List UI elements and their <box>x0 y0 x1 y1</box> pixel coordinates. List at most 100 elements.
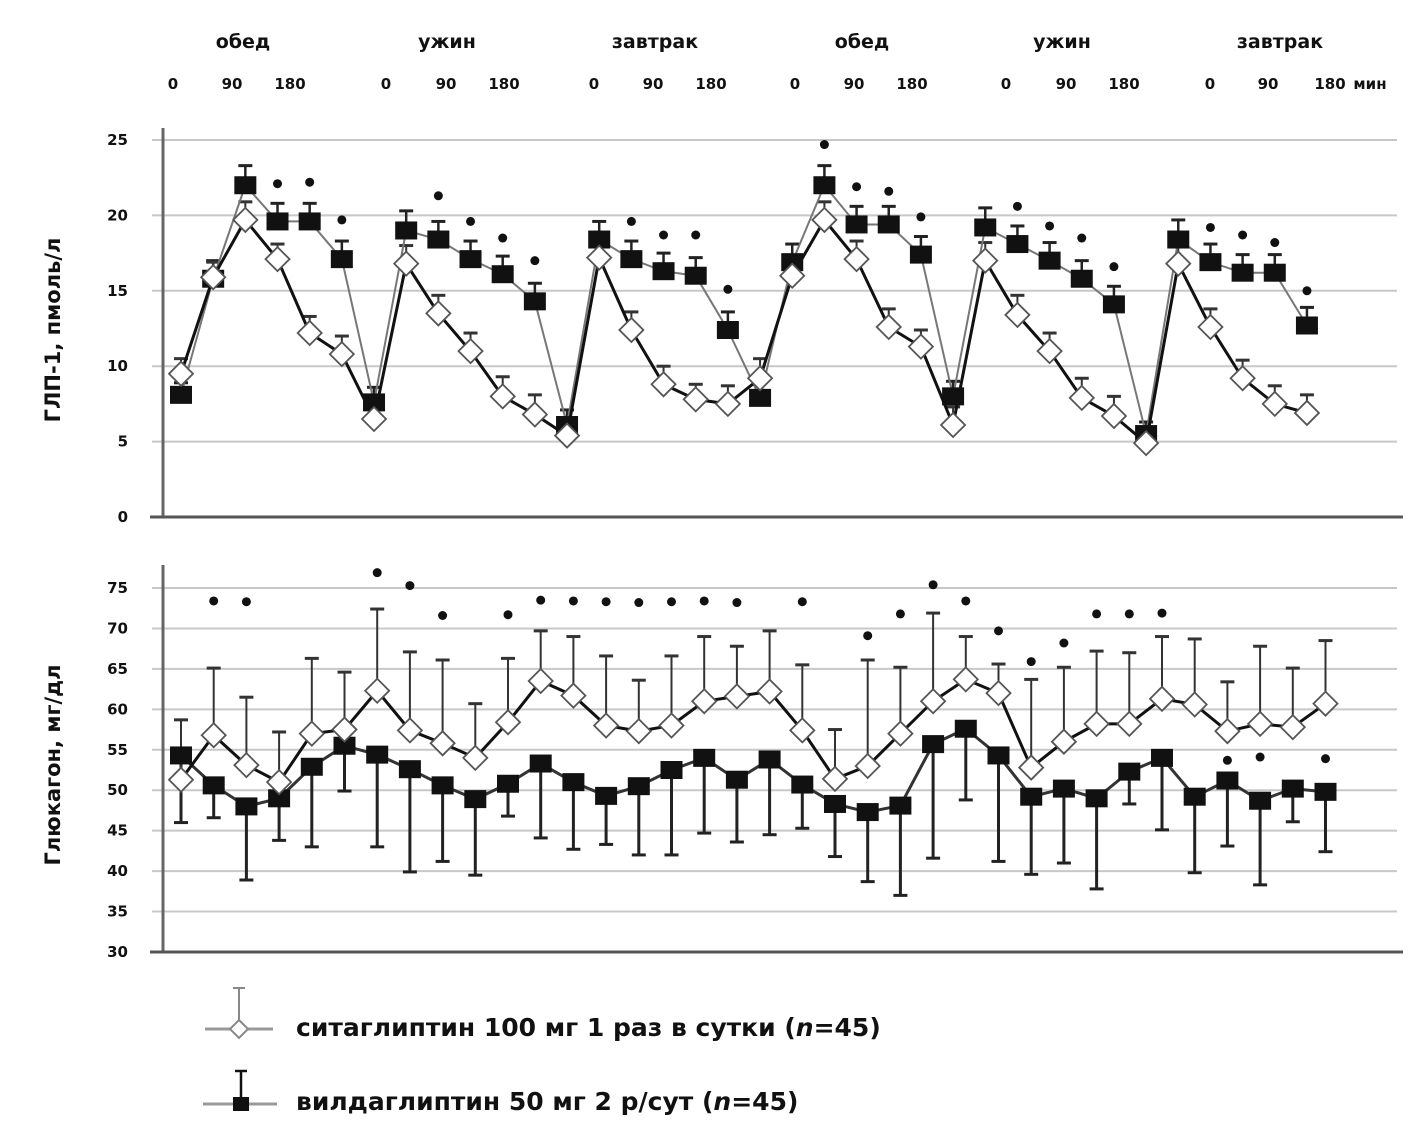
significance-marker <box>498 233 508 243</box>
significance-marker <box>895 609 905 619</box>
sitagliptin-point <box>200 721 227 749</box>
significance-marker <box>503 610 513 620</box>
legend-vildagliptin-n-value: =45) <box>731 1087 799 1116</box>
vildagliptin-series-line <box>180 183 1308 435</box>
vildagliptin-point <box>1281 779 1304 798</box>
vildagliptin-point <box>562 773 585 792</box>
vildagliptin-point <box>363 393 386 412</box>
sitagliptin-point <box>1100 402 1128 430</box>
legend-sitagliptin-label: ситаглиптин 100 мг 1 раз в сутки ( <box>296 1013 796 1042</box>
vildagliptin-point <box>909 245 932 264</box>
vildagliptin-point <box>1085 789 1108 808</box>
minute-tick-label: 90 <box>1258 75 1279 93</box>
sitagliptin-point <box>887 720 914 747</box>
sitagliptin-point <box>560 682 587 709</box>
significance-marker <box>433 191 443 201</box>
significance-marker <box>659 230 669 240</box>
sitagliptin-point <box>1181 691 1208 718</box>
y-tick-label: 30 <box>107 943 128 961</box>
sitagliptin-point <box>328 340 356 368</box>
vildagliptin-point <box>1102 295 1125 314</box>
vildagliptin-point <box>234 176 257 195</box>
vildagliptin-point <box>330 250 353 269</box>
significance-marker <box>305 177 315 187</box>
vildagliptin-point <box>824 794 846 813</box>
sitagliptin-point <box>756 678 783 705</box>
minute-tick-label: 180 <box>1108 75 1139 93</box>
sitagliptin-point <box>1068 384 1096 412</box>
sitagliptin-point <box>723 683 751 710</box>
significance-marker <box>1255 752 1265 762</box>
sitagliptin-point <box>875 313 903 341</box>
minute-tick-label: 90 <box>222 75 243 93</box>
minute-tick-label: 180 <box>274 75 305 93</box>
sitagliptin-point <box>265 768 293 796</box>
vildagliptin-point <box>845 215 868 234</box>
vildagliptin-point <box>202 776 225 795</box>
sitagliptin-point <box>971 247 999 274</box>
minute-tick-label: 180 <box>896 75 927 93</box>
significance-marker <box>884 186 894 196</box>
vildagliptin-point <box>1216 771 1239 790</box>
meal-label: ужин <box>418 31 476 53</box>
minute-tick-label: 180 <box>695 75 726 93</box>
y-tick-label: 75 <box>107 579 128 597</box>
significance-marker <box>928 580 938 590</box>
vildagliptin-point <box>1231 263 1254 282</box>
sitagliptin-point <box>1148 685 1176 713</box>
sitagliptin-point <box>264 245 291 273</box>
vildagliptin-point <box>1183 787 1206 806</box>
sitagliptin-point <box>553 422 581 449</box>
significance-marker <box>732 598 742 608</box>
vildagliptin-point <box>235 797 258 816</box>
vildagliptin-point <box>497 774 519 793</box>
sitagliptin-point <box>1132 429 1160 457</box>
vildagliptin-point <box>170 385 192 404</box>
significance-marker <box>466 216 476 226</box>
meal-label: ужин <box>1033 31 1091 53</box>
sitagliptin-point <box>789 717 816 744</box>
glucagon-chart: 30 35 40 45 50 55 60 65 70 75 <box>107 565 1403 961</box>
sitagliptin-point <box>625 717 653 745</box>
sitagliptin-point <box>167 360 195 388</box>
vildagliptin-point <box>523 292 546 311</box>
sitagliptin-point <box>1197 313 1224 341</box>
sitagliptin-point <box>1083 710 1110 738</box>
significance-marker <box>1059 638 1069 648</box>
significance-marker <box>634 598 644 608</box>
significance-marker <box>337 215 347 225</box>
sitagliptin-point <box>232 206 259 234</box>
significance-marker <box>667 597 676 607</box>
y-tick-label: 15 <box>107 282 128 300</box>
vildagliptin-point <box>749 388 772 407</box>
minute-tick-label: 0 <box>168 75 178 93</box>
y-tick-label: 65 <box>107 660 128 678</box>
significance-marker <box>530 256 540 266</box>
y-tick-label: 45 <box>107 822 128 840</box>
sitagliptin-point <box>682 386 709 413</box>
vildagliptin-point <box>298 212 321 231</box>
significance-marker <box>1222 755 1232 765</box>
significance-marker <box>1026 657 1036 667</box>
sitagliptin-point <box>821 765 849 793</box>
legend-item-vildagliptin: вилдаглиптин 50 мг 2 р/сут (n=45) <box>296 1087 798 1116</box>
sitagliptin-point <box>429 730 456 757</box>
sitagliptin-point <box>1229 364 1256 392</box>
sitagliptin-point <box>854 752 881 780</box>
vildagliptin-point <box>1038 251 1061 270</box>
vildagliptin-point <box>1020 787 1043 806</box>
minute-tick-label: 0 <box>381 75 391 93</box>
sitagliptin-point <box>690 687 718 715</box>
vildagliptin-point <box>725 770 748 789</box>
vildagliptin-point <box>1295 316 1318 335</box>
significance-marker <box>241 597 251 607</box>
y-tick-label: 10 <box>107 357 128 375</box>
vildagliptin-point <box>333 736 356 755</box>
minute-tick-label: 0 <box>589 75 599 93</box>
y-tick-label: 50 <box>107 781 128 799</box>
sitagliptin-point <box>1246 710 1274 738</box>
significance-marker <box>1092 609 1102 619</box>
significance-marker <box>699 596 709 606</box>
vildagliptin-point <box>427 230 450 249</box>
